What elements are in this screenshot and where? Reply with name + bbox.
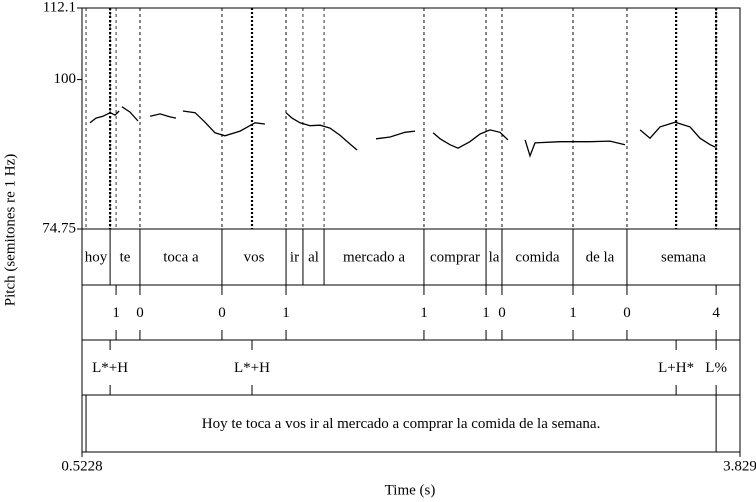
interval-label: semana [661,249,706,265]
x-tick-label: 3.829 [723,458,756,474]
point-label: 0 [136,305,144,321]
interval-label: comida [515,249,559,265]
point-label: 1 [420,305,428,321]
interval-label: toca a [163,249,199,265]
interval-label: te [120,249,131,265]
y-tick-label: 100 [54,71,77,87]
point-label: 0 [498,305,506,321]
y-axis-label: Pitch (semitones re 1 Hz) [2,154,18,306]
point-label: L% [705,360,727,376]
point-label: 1 [569,305,577,321]
x-axis-label: Time (s) [385,482,436,498]
point-label: 4 [712,305,720,321]
x-tick-label: 0.5228 [61,458,102,474]
interval-label: mercado a [343,249,405,265]
interval-label: de la [586,249,615,265]
point-label: L*+H [92,360,128,376]
point-label: L*+H [234,360,270,376]
interval-label: hoy [85,249,108,265]
point-label: 0 [218,305,226,321]
plot-frame [81,7,741,453]
point-label: L+H* [658,360,694,376]
interval-label: vos [244,249,265,265]
point-label: 1 [112,305,120,321]
point-label: 1 [482,305,490,321]
interval-label: Hoy te toca a vos ir al mercado a compra… [202,416,601,432]
y-tick-label: 112.1 [43,0,76,15]
interval-label: comprar [430,249,480,265]
point-label: 1 [282,305,290,321]
interval-label: la [489,249,500,265]
interval-label: al [308,249,319,265]
y-tick-label: 74.75 [42,220,76,236]
interval-label: ir [290,249,299,265]
point-label: 0 [623,305,631,321]
pitch-contour [89,106,716,158]
